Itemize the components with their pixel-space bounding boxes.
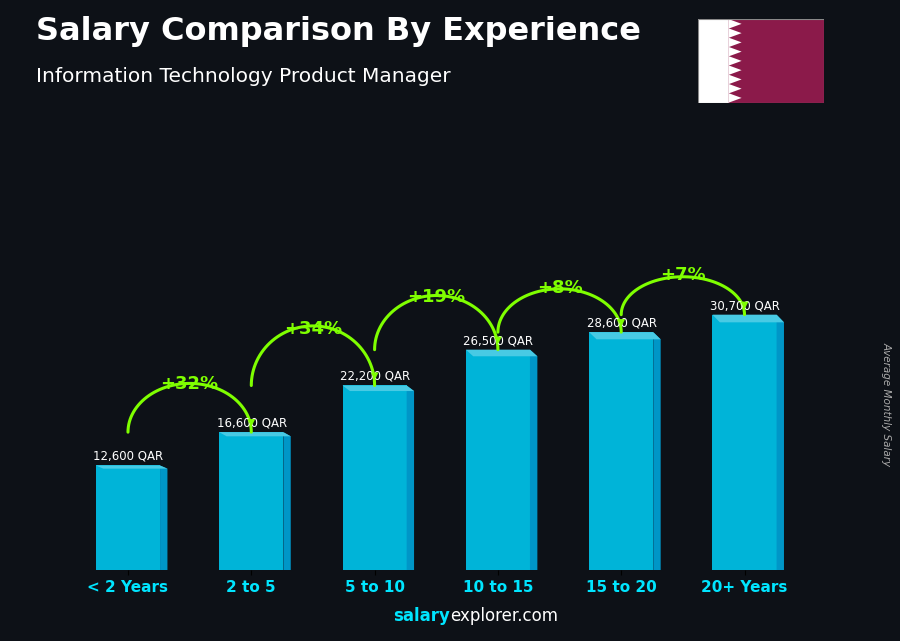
Polygon shape [343, 385, 414, 391]
Polygon shape [96, 465, 167, 469]
Text: +7%: +7% [660, 266, 706, 284]
Polygon shape [729, 94, 742, 103]
Text: Salary Comparison By Experience: Salary Comparison By Experience [36, 16, 641, 47]
Polygon shape [653, 332, 661, 570]
Polygon shape [729, 19, 742, 28]
Polygon shape [466, 350, 537, 356]
Text: Average Monthly Salary: Average Monthly Salary [881, 342, 892, 466]
FancyBboxPatch shape [590, 332, 653, 570]
Text: +32%: +32% [160, 375, 219, 393]
Polygon shape [530, 350, 537, 570]
FancyBboxPatch shape [466, 350, 530, 570]
Text: explorer.com: explorer.com [450, 607, 558, 625]
Polygon shape [284, 432, 291, 570]
Polygon shape [160, 465, 167, 570]
FancyBboxPatch shape [343, 385, 407, 570]
Text: 10 to 15: 10 to 15 [463, 581, 533, 595]
Polygon shape [220, 432, 291, 437]
Text: Information Technology Product Manager: Information Technology Product Manager [36, 67, 451, 87]
Polygon shape [777, 315, 784, 570]
FancyBboxPatch shape [96, 465, 160, 570]
Polygon shape [729, 56, 742, 65]
Polygon shape [729, 84, 742, 94]
Polygon shape [407, 385, 414, 570]
Polygon shape [729, 47, 742, 56]
Text: 28,600 QAR: 28,600 QAR [587, 317, 657, 329]
Text: 2 to 5: 2 to 5 [227, 581, 276, 595]
Text: 26,500 QAR: 26,500 QAR [464, 334, 534, 347]
Polygon shape [729, 75, 742, 84]
Text: 30,700 QAR: 30,700 QAR [710, 299, 780, 312]
Bar [698, 19, 729, 103]
Text: 22,200 QAR: 22,200 QAR [340, 370, 410, 383]
Text: 5 to 10: 5 to 10 [345, 581, 405, 595]
Text: +34%: +34% [284, 320, 342, 338]
Text: 16,600 QAR: 16,600 QAR [217, 417, 287, 429]
FancyBboxPatch shape [713, 315, 777, 570]
Polygon shape [590, 332, 661, 339]
Text: +19%: +19% [407, 288, 465, 306]
Text: < 2 Years: < 2 Years [87, 581, 168, 595]
Polygon shape [729, 38, 742, 47]
Text: +8%: +8% [536, 279, 582, 297]
Polygon shape [729, 28, 742, 38]
Text: 15 to 20: 15 to 20 [586, 581, 657, 595]
Polygon shape [713, 315, 784, 322]
Bar [729, 19, 824, 103]
Text: 12,600 QAR: 12,600 QAR [94, 450, 164, 463]
Text: 20+ Years: 20+ Years [701, 581, 788, 595]
FancyBboxPatch shape [220, 432, 284, 570]
Polygon shape [729, 65, 742, 75]
Text: salary: salary [393, 607, 450, 625]
